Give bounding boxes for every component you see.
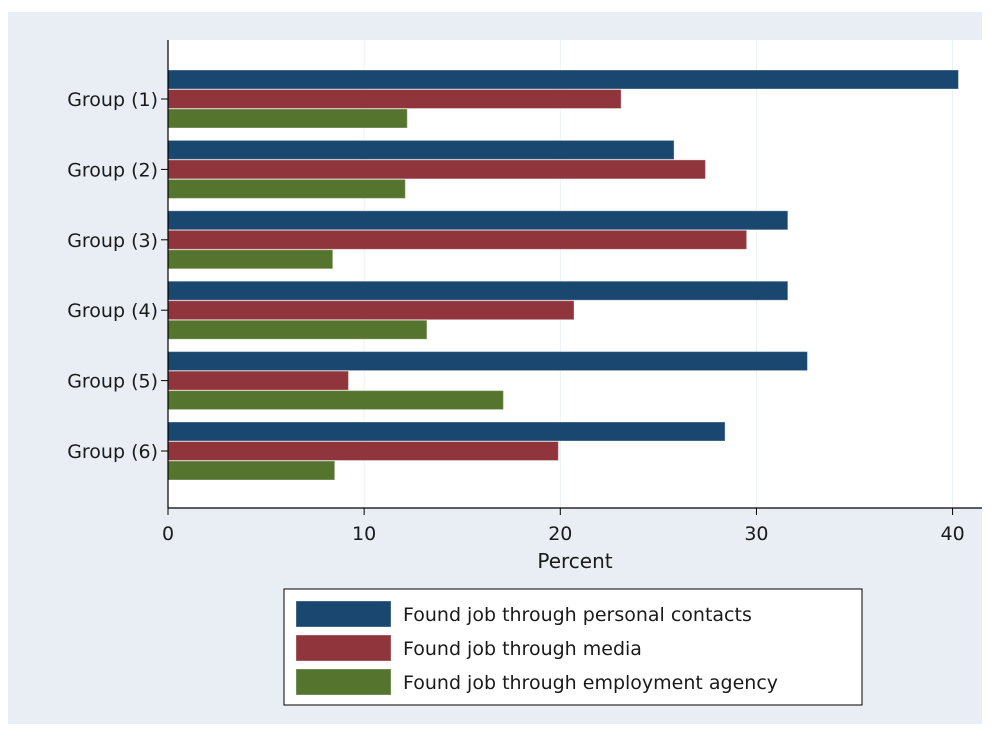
bar-2-3 bbox=[167, 229, 748, 250]
y-tick-label: Group (5) bbox=[67, 371, 158, 393]
legend-swatch-2 bbox=[295, 634, 392, 662]
bars bbox=[167, 69, 959, 481]
bar-3-1 bbox=[167, 108, 408, 129]
x-tick-label: 40 bbox=[940, 523, 964, 545]
x-tick-label: 0 bbox=[162, 523, 174, 545]
y-tick-label: Group (4) bbox=[67, 300, 158, 322]
bar-3-6 bbox=[167, 460, 336, 481]
bar-2-4 bbox=[167, 300, 575, 321]
legend-swatch-3 bbox=[295, 668, 392, 696]
y-tick-label: Group (6) bbox=[67, 441, 158, 463]
bar-1-1 bbox=[167, 69, 959, 90]
bar-3-2 bbox=[167, 178, 406, 199]
bar-2-5 bbox=[167, 370, 349, 391]
x-tick-label: 20 bbox=[548, 523, 572, 545]
legend: Found job through personal contacts Found… bbox=[283, 588, 863, 706]
legend-label-2: Found job through media bbox=[403, 638, 642, 660]
bar-3-5 bbox=[167, 390, 504, 411]
bar-3-4 bbox=[167, 319, 428, 340]
bar-2-2 bbox=[167, 159, 706, 180]
legend-swatch-1 bbox=[295, 600, 392, 628]
x-axis-title: Percent bbox=[537, 549, 612, 573]
bar-2-6 bbox=[167, 441, 559, 461]
x-tick-labels: 0 10 20 30 40 bbox=[162, 508, 965, 545]
bar-1-6 bbox=[167, 421, 726, 442]
bar-3-3 bbox=[167, 249, 334, 270]
bar-1-5 bbox=[167, 351, 808, 372]
y-tick-label: Group (1) bbox=[67, 89, 158, 111]
x-tick-label: 30 bbox=[744, 523, 768, 545]
legend-label-3: Found job through employment agency bbox=[403, 672, 778, 694]
bar-1-3 bbox=[167, 210, 789, 231]
y-tick-label: Group (2) bbox=[67, 159, 158, 181]
x-tick-label: 10 bbox=[352, 523, 376, 545]
legend-label-1: Found job through personal contacts bbox=[403, 604, 752, 626]
y-tick-labels: Group (1) Group (2) Group (3) Group (4) Grou… bbox=[67, 89, 168, 463]
bar-1-4 bbox=[167, 280, 789, 301]
bar-2-1 bbox=[167, 89, 622, 109]
y-tick-label: Group (3) bbox=[67, 230, 158, 252]
axes bbox=[167, 40, 982, 509]
bar-1-2 bbox=[167, 139, 675, 160]
